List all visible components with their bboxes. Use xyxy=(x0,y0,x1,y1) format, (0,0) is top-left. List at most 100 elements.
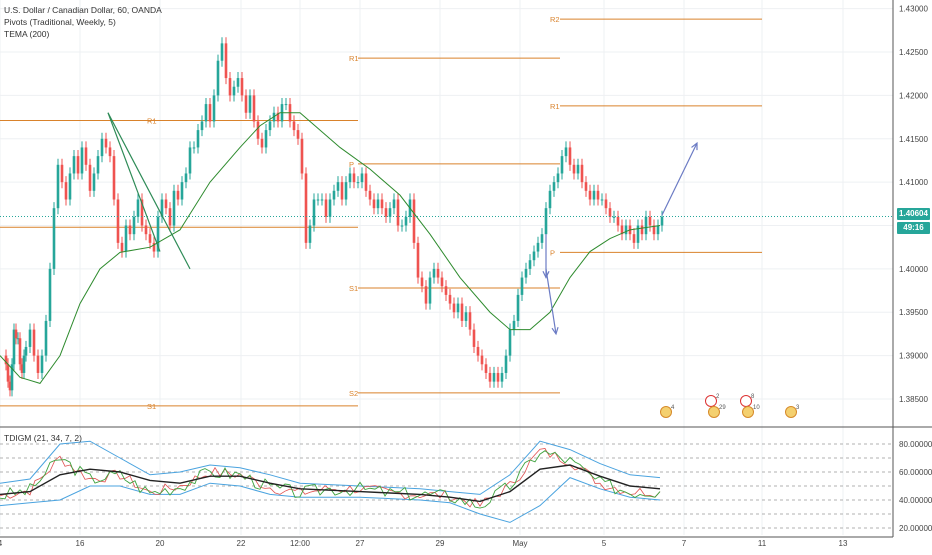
candle-body xyxy=(468,312,472,330)
event-count: 3 xyxy=(796,405,800,411)
candle-body xyxy=(400,225,404,227)
candle-body xyxy=(652,225,656,235)
event-ca-icon xyxy=(740,395,752,407)
candle-body xyxy=(504,355,508,373)
event-us-icon xyxy=(708,406,720,418)
candle-body xyxy=(344,182,348,200)
candle-body xyxy=(508,329,512,356)
time-tick-label: May xyxy=(512,539,527,548)
candle-body xyxy=(548,190,552,209)
candle-body xyxy=(396,199,400,226)
osc-green-line xyxy=(0,450,661,509)
candle-body xyxy=(152,242,156,252)
time-tick-label: 7 xyxy=(682,539,687,548)
osc-bb-upper xyxy=(0,440,661,495)
candle-body xyxy=(588,190,592,200)
candle-body xyxy=(452,303,456,313)
candle-body xyxy=(120,242,124,252)
candle-body xyxy=(520,277,524,295)
pivot-label: S1 xyxy=(147,402,156,411)
candle-body xyxy=(620,225,624,235)
candle-body xyxy=(4,355,8,365)
price-tick-label: 1.39000 xyxy=(899,352,928,361)
candle-body xyxy=(540,234,544,243)
candle-body xyxy=(200,121,204,131)
candle-body xyxy=(312,199,316,226)
candle-body xyxy=(648,216,652,226)
candle-body xyxy=(392,199,396,209)
candle-body xyxy=(556,173,560,183)
symbol-title: U.S. Dollar / Canadian Dollar, 60, OANDA xyxy=(4,5,162,15)
candle-body xyxy=(616,216,620,226)
candle-body xyxy=(12,329,16,365)
price-tick-label: 1.41000 xyxy=(899,178,928,187)
candle-body xyxy=(592,190,596,200)
candle-body xyxy=(228,78,232,96)
candle-body xyxy=(576,164,580,174)
candle-body xyxy=(68,173,72,200)
event-us-icon xyxy=(660,406,672,418)
last-price-tag: 1.40604 xyxy=(897,208,930,220)
candle-body xyxy=(488,372,492,382)
candle-body xyxy=(464,312,468,321)
candle-body xyxy=(632,234,636,243)
candle-body xyxy=(448,294,452,304)
candle-body xyxy=(580,164,584,183)
candle-body xyxy=(544,208,548,235)
candle-body xyxy=(352,173,356,183)
arrow-head xyxy=(691,141,698,151)
candle-body xyxy=(348,173,352,183)
oscillator-title[interactable]: TDIGM (21, 34, 7, 2) xyxy=(4,433,82,443)
candle-body xyxy=(412,199,416,243)
candle-body xyxy=(252,95,256,122)
candle-body xyxy=(436,268,440,278)
candle-body xyxy=(124,225,128,252)
candle-body xyxy=(524,268,528,278)
candle-body xyxy=(48,268,52,321)
candle-body xyxy=(316,199,320,201)
candle-body xyxy=(404,216,408,226)
candle-body xyxy=(380,199,384,209)
forecast-arrow xyxy=(545,268,557,335)
candle-body xyxy=(24,346,28,356)
candle-body xyxy=(260,138,264,148)
pivot-label: P xyxy=(349,160,354,169)
candle-body xyxy=(144,225,148,235)
candle-body xyxy=(304,173,308,243)
candle-body xyxy=(76,156,80,174)
candle-body xyxy=(180,182,184,200)
candle-body xyxy=(388,208,392,217)
candle-body xyxy=(512,320,516,330)
event-count: 2 xyxy=(716,394,720,400)
candle-body xyxy=(428,277,432,304)
pivot-label: R1 xyxy=(147,117,157,126)
osc-tick-label: 60.00000 xyxy=(899,468,932,477)
price-tick-label: 1.43000 xyxy=(899,5,928,14)
candle-body xyxy=(132,216,136,235)
candle-body xyxy=(72,156,76,174)
candle-body xyxy=(8,381,12,391)
price-tick-label: 1.38500 xyxy=(899,395,928,404)
candle-body xyxy=(60,164,64,183)
tema-indicator-label[interactable]: TEMA (200) xyxy=(4,29,50,39)
time-tick-label: 27 xyxy=(356,539,365,548)
candle-body xyxy=(32,329,36,356)
pivots-indicator-label[interactable]: Pivots (Traditional, Weekly, 5) xyxy=(4,17,116,27)
time-tick-label: 16 xyxy=(76,539,85,548)
candle-body xyxy=(424,286,428,304)
candle-body xyxy=(28,329,32,347)
price-tick-label: 1.41500 xyxy=(899,135,928,144)
candle-body xyxy=(212,95,216,122)
candle-body xyxy=(224,43,228,79)
candle-body xyxy=(172,190,176,226)
candle-body xyxy=(192,147,196,149)
price-tick-label: 1.39500 xyxy=(899,308,928,317)
time-tick-label: 4 xyxy=(0,539,3,548)
candle-body xyxy=(36,355,40,373)
candle-body xyxy=(456,303,460,313)
osc-tick-label: 40.00000 xyxy=(899,496,932,505)
candle-body xyxy=(328,199,332,217)
candle-body xyxy=(64,182,68,200)
